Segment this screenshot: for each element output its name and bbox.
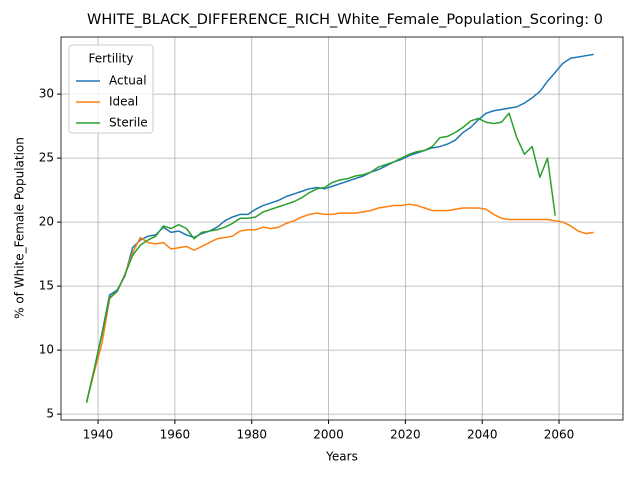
- x-tick-label: 1940: [83, 428, 114, 442]
- legend-box: [68, 44, 154, 134]
- x-tick-label: 2000: [313, 428, 344, 442]
- series-line: [85, 53, 594, 403]
- y-tick-label: 20: [39, 215, 54, 229]
- x-tick-label: 1960: [160, 428, 191, 442]
- y-tick-label: 15: [39, 279, 54, 293]
- x-tick-label: 2060: [544, 428, 575, 442]
- x-tick-label: 2020: [390, 428, 421, 442]
- y-tick-label: 30: [39, 87, 54, 101]
- series-line: [85, 203, 594, 403]
- series-line: [85, 112, 556, 403]
- legend-title: Fertility: [88, 52, 133, 66]
- plot-frame: [60, 36, 624, 421]
- x-tick-label: 2040: [467, 428, 498, 442]
- y-tick-label: 10: [39, 343, 54, 357]
- y-tick-label: 25: [39, 151, 54, 165]
- legend-label: Actual: [109, 74, 147, 88]
- legend: Fertility Actual Ideal Sterile: [68, 44, 154, 134]
- x-tick-label: 1980: [236, 428, 267, 442]
- y-tick-label: 5: [46, 407, 54, 421]
- legend-label: Ideal: [109, 95, 138, 109]
- y-axis-label: % of White_Female Population: [13, 137, 27, 319]
- chart-title: WHITE_BLACK_DIFFERENCE_RICH_White_Female…: [87, 12, 603, 28]
- legend-label: Sterile: [109, 116, 148, 130]
- x-axis-label: Years: [325, 450, 358, 464]
